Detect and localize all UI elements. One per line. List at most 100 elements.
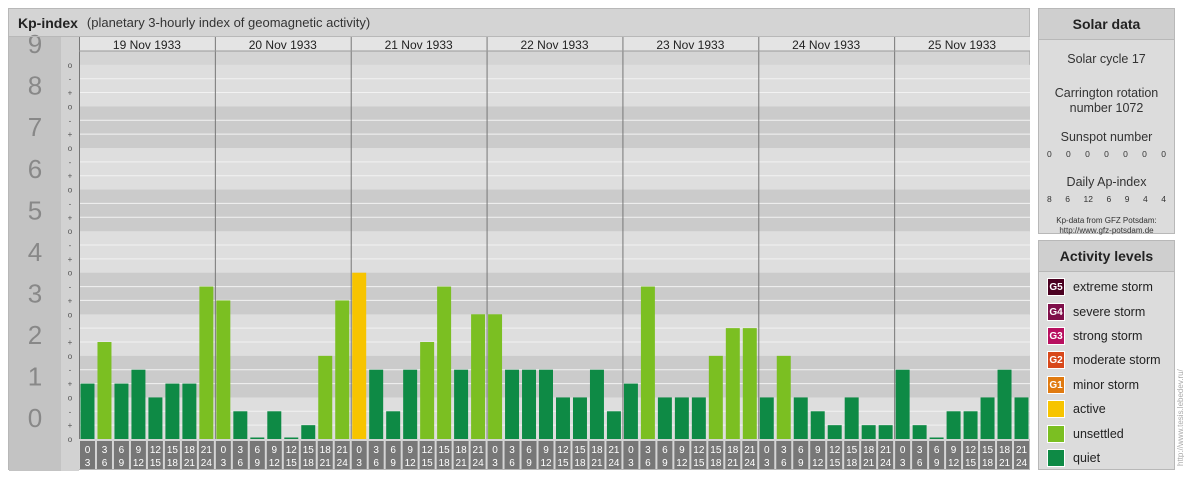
- hour-cell: [334, 441, 350, 469]
- level-swatch: G4: [1047, 302, 1065, 321]
- hour-end-label: 9: [934, 458, 940, 469]
- hour-cell: [419, 441, 435, 469]
- solar-data-title: Solar data: [1039, 9, 1174, 40]
- hour-start-label: 9: [815, 445, 821, 456]
- hour-cell: [980, 441, 996, 469]
- y-minor-label: +: [68, 255, 73, 264]
- hour-end-label: 24: [880, 458, 892, 469]
- hour-cell: [453, 441, 469, 469]
- hour-start-label: 6: [526, 445, 532, 456]
- hour-end-label: 3: [221, 458, 227, 469]
- kp-bar: [284, 437, 299, 439]
- hour-start-label: 18: [727, 445, 739, 456]
- hour-start-label: 18: [184, 445, 196, 456]
- grid-band: [79, 314, 1030, 356]
- hour-cell: [691, 441, 707, 469]
- hour-end-label: 3: [356, 458, 362, 469]
- hour-cell: [759, 441, 775, 469]
- hour-end-label: 9: [119, 458, 125, 469]
- kp-bar: [895, 369, 910, 439]
- kp-chart: 0123456789o+-o+-o+-o+-o+-o+-o+-o+-o+-o19…: [9, 29, 1030, 471]
- kp-bar: [522, 369, 537, 439]
- hour-start-label: 0: [628, 445, 634, 456]
- level-swatch: G2: [1047, 351, 1065, 370]
- hour-start-label: 21: [744, 445, 756, 456]
- hour-end-label: 9: [662, 458, 668, 469]
- grid-band: [79, 147, 1030, 190]
- day-label: 24 Nov 1933: [792, 38, 860, 52]
- y-minor-label: +: [68, 213, 73, 222]
- activity-level-item: G2 moderate storm: [1039, 348, 1174, 372]
- activity-levels-panel: Activity levels G5 extreme storm G4 severe …: [1038, 240, 1175, 470]
- hour-cell: [80, 441, 95, 469]
- hour-end-label: 3: [900, 458, 906, 469]
- activity-level-item: G1 minor storm: [1039, 373, 1174, 397]
- level-swatch: G5: [1047, 278, 1065, 297]
- hour-end-label: 9: [798, 458, 804, 469]
- kp-bar: [505, 369, 520, 439]
- activity-level-item: quiet: [1039, 446, 1174, 470]
- ap-value: 4: [1161, 194, 1166, 204]
- level-swatch: [1047, 400, 1065, 419]
- y-tick-label: 0: [28, 403, 42, 433]
- kp-bar: [335, 300, 350, 439]
- kp-bar: [471, 314, 486, 439]
- hour-end-label: 21: [999, 458, 1011, 469]
- y-minor-label: -: [69, 324, 72, 333]
- hour-start-label: 0: [900, 445, 906, 456]
- level-label: minor storm: [1073, 377, 1139, 392]
- kp-bar: [114, 383, 129, 439]
- hour-start-label: 12: [557, 445, 569, 456]
- level-label: active: [1073, 402, 1106, 417]
- kp-bar: [318, 355, 333, 439]
- y-tick-label: 8: [28, 71, 42, 101]
- hour-start-label: 6: [390, 445, 396, 456]
- hour-cell: [640, 441, 656, 469]
- hour-end-label: 3: [85, 458, 91, 469]
- y-minor-label: o: [68, 310, 73, 319]
- kp-bar: [844, 397, 859, 439]
- level-label: severe storm: [1073, 304, 1146, 319]
- hour-start-label: 18: [320, 445, 332, 456]
- y-minor-label: o: [68, 144, 73, 153]
- grid-band: [79, 64, 1030, 107]
- hour-end-label: 21: [320, 458, 332, 469]
- hour-cell: [623, 441, 639, 469]
- hour-cell: [181, 441, 197, 469]
- hour-cell: [606, 441, 622, 469]
- hour-end-label: 18: [167, 458, 179, 469]
- sunspot-value: 0: [1085, 149, 1090, 159]
- day-header-band: [79, 37, 1030, 51]
- sunspot-values: 0 0 0 0 0 0 0: [1039, 149, 1174, 159]
- hour-end-label: 6: [917, 458, 923, 469]
- hour-start-label: 15: [846, 445, 858, 456]
- hour-end-label: 9: [255, 458, 261, 469]
- hour-start-label: 3: [781, 445, 787, 456]
- kp-bar: [861, 425, 876, 439]
- hour-start-label: 15: [303, 445, 315, 456]
- hour-cell: [266, 441, 282, 469]
- hour-start-label: 6: [255, 445, 261, 456]
- hour-end-label: 15: [150, 458, 162, 469]
- level-swatch: [1047, 448, 1065, 467]
- hour-end-label: 18: [574, 458, 586, 469]
- kp-bar: [182, 383, 197, 439]
- kp-bar: [946, 411, 961, 439]
- hour-cell: [810, 441, 826, 469]
- y-minor-label: -: [69, 407, 72, 416]
- y-minor-column: [61, 37, 79, 471]
- hour-end-label: 15: [557, 458, 569, 469]
- hour-end-label: 24: [337, 458, 349, 469]
- ap-value: 4: [1142, 194, 1148, 204]
- ap-value: 12: [1083, 194, 1093, 204]
- y-minor-label: o: [68, 61, 73, 70]
- hour-start-label: 6: [798, 445, 804, 456]
- hour-end-label: 12: [133, 458, 145, 469]
- hour-cell: [742, 441, 758, 469]
- y-tick-label: 2: [28, 320, 42, 350]
- ap-values: 8 6 12 6 9 4 4: [1039, 194, 1174, 204]
- kp-bar: [80, 383, 95, 439]
- hour-cell: [504, 441, 520, 469]
- hour-end-label: 15: [829, 458, 841, 469]
- ap-value: 6: [1106, 194, 1112, 204]
